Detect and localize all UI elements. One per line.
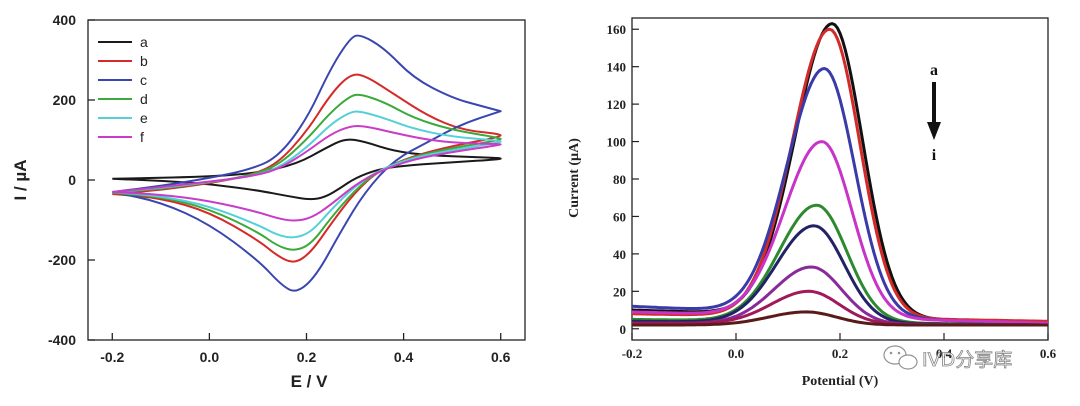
dpv-x-tick-label: 0.2	[832, 346, 848, 361]
watermark-text: IVD分享库	[922, 349, 1012, 371]
dpv-y-tick-label: 60	[613, 209, 626, 224]
cv-curves	[112, 34, 502, 292]
arrow-label-bottom: i	[932, 147, 937, 164]
cv-ticks: -0.2 0.0 0.2 0.4 0.6 400 200 0 -200 -400	[48, 12, 511, 365]
cv-y-tick-label: 0	[68, 172, 76, 188]
cv-x-axis-label: E / V	[291, 372, 329, 391]
dpv-y-tick-label: 40	[613, 247, 626, 262]
cv-y-tick-label: 200	[53, 92, 77, 108]
dpv-y-tick-label: 140	[607, 60, 627, 75]
dpv-x-tick-label: 0.4	[936, 346, 953, 361]
dpv-ticks: -0.2 0.0 0.2 0.4 0.6 0 20 40 60 80 100 120 140 160	[607, 22, 1057, 361]
dpv-chart: -0.2 0.0 0.2 0.4 0.6 0 20 40 60 80 100 120 140 160 Po…	[567, 17, 1057, 389]
dpv-x-tick-label: 0.6	[1040, 346, 1057, 361]
dpv-y-axis-label: Current (µA)	[567, 138, 582, 218]
dpv-x-tick-label: -0.2	[622, 346, 643, 361]
cv-series-b	[112, 73, 502, 263]
dpv-y-tick-label: 120	[607, 97, 627, 112]
cv-y-tick-label: 400	[53, 12, 77, 28]
cv-x-tick-label: 0.0	[200, 349, 220, 365]
dpv-y-tick-label: 20	[613, 284, 626, 299]
dpv-y-tick-label: 80	[613, 172, 626, 187]
cv-series-a	[112, 138, 502, 201]
cv-legend-label-c: c	[140, 72, 147, 88]
watermark: IVD分享库	[882, 344, 1013, 371]
cv-legend-label-e: e	[140, 110, 148, 126]
dpv-curves	[631, 22, 1049, 327]
cv-chart: -0.2 0.0 0.2 0.4 0.6 400 200 0 -200 -400 E / V I …	[11, 12, 526, 391]
cv-series-f	[112, 125, 502, 222]
cv-legend-label-d: d	[140, 91, 148, 107]
cv-legend-label-f: f	[140, 129, 144, 145]
wechat-icon	[882, 344, 918, 370]
cv-series-c	[112, 34, 502, 292]
arrow-label-top: a	[930, 62, 938, 79]
cv-x-tick-label: -0.2	[100, 349, 124, 365]
dpv-series-d	[631, 140, 1049, 325]
cv-legend-label-a: a	[140, 34, 148, 50]
dpv-y-tick-label: 0	[620, 322, 627, 337]
cv-x-tick-label: 0.4	[394, 349, 414, 365]
dpv-x-tick-label: 0.0	[728, 346, 744, 361]
dpv-series-i	[632, 310, 1048, 327]
cv-legend-label-b: b	[140, 53, 148, 69]
cv-x-tick-label: 0.6	[491, 349, 511, 365]
dpv-x-axis-label: Potential (V)	[802, 374, 879, 389]
cv-x-tick-label: 0.2	[297, 349, 317, 365]
cv-y-tick-label: -200	[48, 252, 76, 268]
cv-y-axis-label: I / µA	[11, 160, 30, 201]
cv-series-d	[112, 93, 502, 251]
trend-arrow-head	[927, 122, 941, 140]
dpv-y-tick-label: 160	[607, 22, 627, 37]
cv-y-tick-label: -400	[48, 332, 76, 348]
dpv-y-tick-label: 100	[607, 135, 627, 150]
dpv-plot-frame	[631, 17, 1049, 341]
